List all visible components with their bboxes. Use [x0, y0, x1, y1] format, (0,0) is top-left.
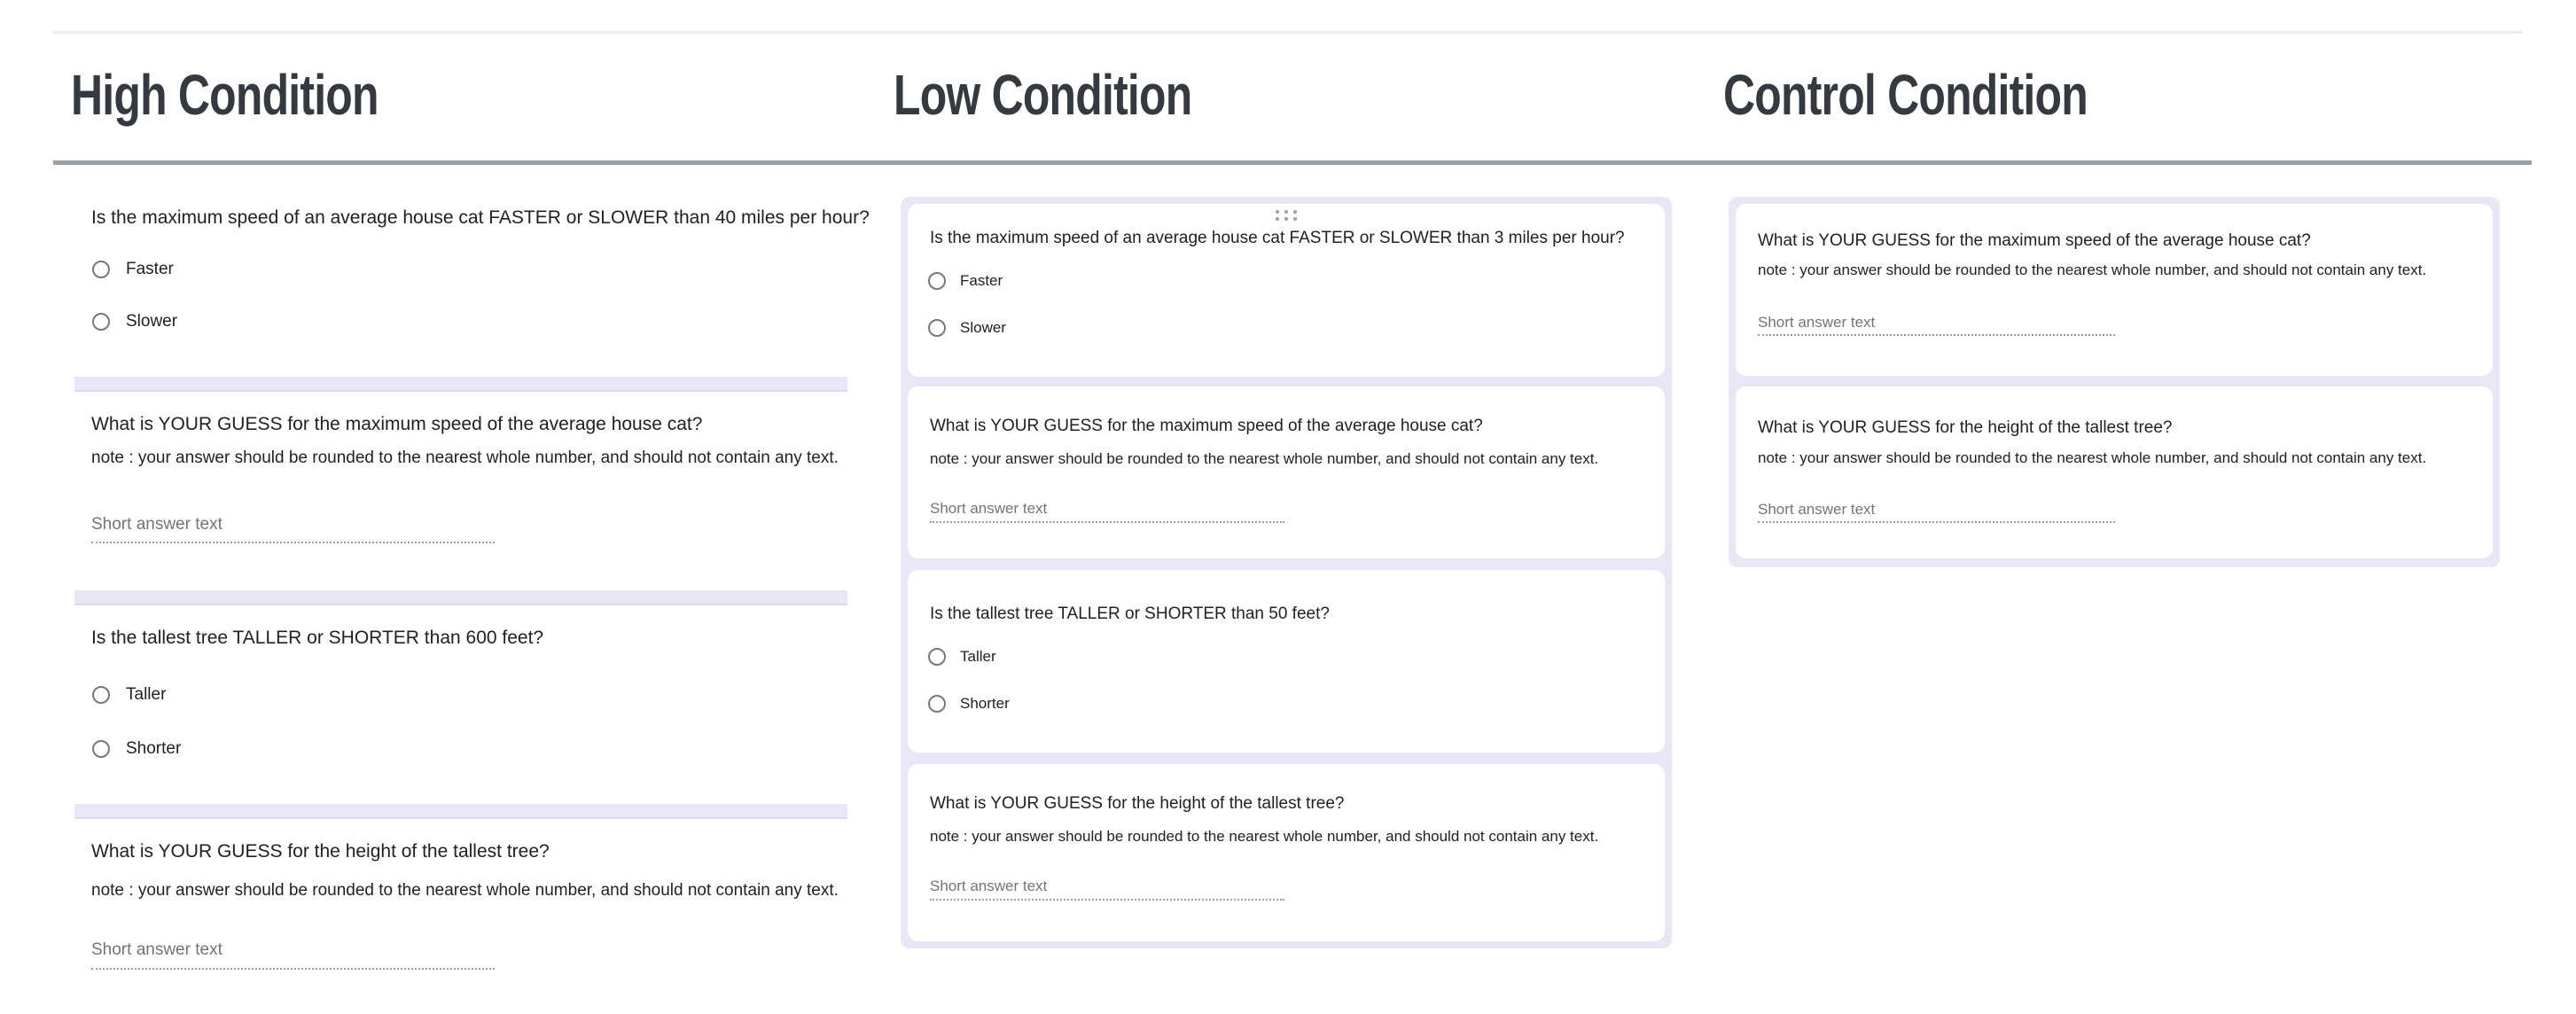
section-divider-bar	[74, 377, 847, 392]
question-note: note : your answer should be rounded to …	[930, 450, 1599, 467]
radio-label: Shorter	[960, 695, 1010, 712]
radio-button-icon[interactable]	[92, 686, 110, 704]
question-card[interactable]: What is YOUR GUESS for the maximum speed…	[1736, 204, 2493, 376]
radio-label: Taller	[960, 648, 996, 665]
section-divider-bar	[74, 804, 847, 819]
radio-option-faster[interactable]: Faster	[928, 271, 1003, 291]
radio-button-icon[interactable]	[928, 695, 946, 713]
input-underline	[91, 968, 495, 970]
question-text: Is the maximum speed of an average house…	[930, 229, 1625, 247]
radio-option-taller[interactable]: Taller	[928, 647, 996, 667]
radio-option-slower[interactable]: Slower	[928, 318, 1006, 338]
question-card[interactable]: Is the maximum speed of an average house…	[908, 204, 1665, 377]
question-text: What is YOUR GUESS for the height of the…	[91, 841, 550, 862]
radio-button-icon[interactable]	[928, 648, 946, 666]
radio-option-shorter[interactable]: Shorter	[92, 739, 181, 759]
section-divider-bar	[74, 590, 847, 605]
page-title-high-condition: High Condition	[71, 63, 379, 127]
question-note: note : your answer should be rounded to …	[91, 881, 839, 900]
drag-handle-icon[interactable]	[1276, 210, 1297, 221]
short-answer-input[interactable]: Short answer text	[1758, 314, 1876, 331]
form-questions-panel: What is YOUR GUESS for the maximum speed…	[1729, 197, 2500, 567]
short-answer-input[interactable]: Short answer text	[91, 940, 222, 959]
input-underline	[1758, 521, 2115, 523]
radio-option-slower[interactable]: Slower	[92, 312, 177, 332]
radio-button-icon[interactable]	[928, 272, 946, 290]
short-answer-input[interactable]: Short answer text	[930, 878, 1048, 894]
radio-option-shorter[interactable]: Shorter	[928, 694, 1010, 714]
short-answer-input[interactable]: Short answer text	[1758, 501, 1876, 518]
question-text: Is the tallest tree TALLER or SHORTER th…	[91, 628, 544, 648]
question-text: Is the maximum speed of an average house…	[91, 207, 870, 228]
radio-option-taller[interactable]: Taller	[92, 685, 166, 705]
question-text: What is YOUR GUESS for the height of the…	[930, 794, 1345, 813]
input-underline	[91, 542, 495, 543]
radio-button-icon[interactable]	[92, 261, 110, 278]
page-title-low-condition: Low Condition	[894, 63, 1192, 127]
question-note: note : your answer should be rounded to …	[1758, 261, 2427, 278]
radio-label: Slower	[960, 319, 1006, 336]
question-note: note : your answer should be rounded to …	[91, 448, 839, 467]
form-questions-panel: Is the maximum speed of an average house…	[901, 197, 1672, 948]
question-text: Is the tallest tree TALLER or SHORTER th…	[930, 604, 1330, 623]
question-text: What is YOUR GUESS for the height of the…	[1758, 418, 2173, 437]
question-text: What is YOUR GUESS for the maximum speed…	[930, 417, 1483, 435]
radio-label: Taller	[126, 685, 167, 704]
page-title-control-condition: Control Condition	[1723, 63, 2088, 127]
question-card[interactable]: What is YOUR GUESS for the height of the…	[1736, 386, 2493, 558]
input-underline	[930, 521, 1284, 523]
radio-label: Slower	[126, 312, 178, 331]
title-divider-rule	[53, 160, 2532, 165]
top-hairline	[53, 31, 2523, 34]
radio-label: Faster	[960, 272, 1003, 289]
question-note: note : your answer should be rounded to …	[1758, 449, 2427, 466]
radio-button-icon[interactable]	[928, 319, 946, 337]
question-text: What is YOUR GUESS for the maximum speed…	[91, 414, 703, 434]
question-card[interactable]: What is YOUR GUESS for the height of the…	[908, 764, 1665, 941]
input-underline	[1758, 334, 2115, 336]
question-card[interactable]: Is the tallest tree TALLER or SHORTER th…	[908, 570, 1665, 753]
radio-label: Faster	[126, 260, 174, 278]
radio-button-icon[interactable]	[92, 313, 110, 331]
question-text: What is YOUR GUESS for the maximum speed…	[1758, 231, 2311, 250]
question-note: note : your answer should be rounded to …	[930, 828, 1599, 845]
short-answer-input[interactable]: Short answer text	[91, 515, 222, 534]
radio-option-faster[interactable]: Faster	[92, 260, 174, 279]
radio-label: Shorter	[126, 739, 182, 758]
question-card[interactable]: What is YOUR GUESS for the maximum speed…	[908, 386, 1665, 558]
input-underline	[930, 899, 1284, 901]
radio-button-icon[interactable]	[92, 740, 110, 758]
short-answer-input[interactable]: Short answer text	[930, 500, 1048, 517]
